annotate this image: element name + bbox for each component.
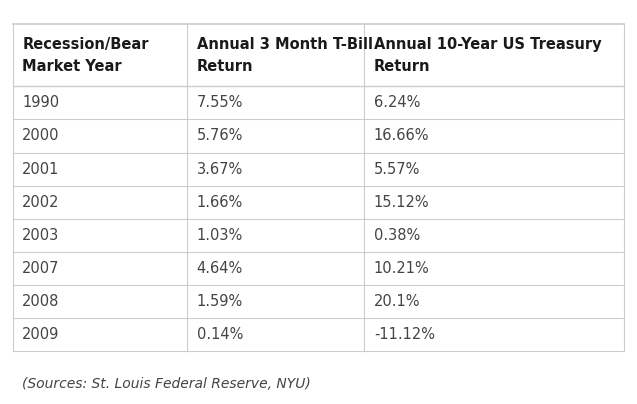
Text: 2002: 2002 bbox=[22, 195, 60, 210]
Text: Recession/Bear
Market Year: Recession/Bear Market Year bbox=[22, 37, 149, 74]
Text: 1990: 1990 bbox=[22, 95, 59, 110]
Bar bbox=[13, 24, 624, 86]
Text: 0.14%: 0.14% bbox=[197, 327, 243, 343]
Text: 3.67%: 3.67% bbox=[197, 162, 243, 177]
Text: 6.24%: 6.24% bbox=[374, 95, 420, 110]
Bar bbox=[13, 252, 624, 285]
Text: 4.64%: 4.64% bbox=[197, 261, 243, 276]
Text: 16.66%: 16.66% bbox=[374, 128, 429, 143]
Text: Annual 10-Year US Treasury
Return: Annual 10-Year US Treasury Return bbox=[374, 37, 601, 74]
Text: 20.1%: 20.1% bbox=[374, 294, 420, 309]
Text: 15.12%: 15.12% bbox=[374, 195, 429, 210]
Text: 1.03%: 1.03% bbox=[197, 228, 243, 243]
Text: 2001: 2001 bbox=[22, 162, 60, 177]
Text: (Sources: St. Louis Federal Reserve, NYU): (Sources: St. Louis Federal Reserve, NYU… bbox=[22, 377, 311, 391]
Text: Annual 3 Month T-Bill
Return: Annual 3 Month T-Bill Return bbox=[197, 37, 373, 74]
Bar bbox=[13, 219, 624, 252]
Bar bbox=[13, 318, 624, 351]
Bar bbox=[13, 186, 624, 219]
Bar bbox=[13, 86, 624, 120]
Text: 7.55%: 7.55% bbox=[197, 95, 243, 110]
Bar bbox=[13, 285, 624, 318]
Text: 1.59%: 1.59% bbox=[197, 294, 243, 309]
Text: 1.66%: 1.66% bbox=[197, 195, 243, 210]
Text: -11.12%: -11.12% bbox=[374, 327, 435, 343]
Text: 5.57%: 5.57% bbox=[374, 162, 420, 177]
Bar bbox=[13, 120, 624, 153]
Text: 2009: 2009 bbox=[22, 327, 60, 343]
Bar bbox=[13, 153, 624, 186]
Text: 0.38%: 0.38% bbox=[374, 228, 420, 243]
Text: 5.76%: 5.76% bbox=[197, 128, 243, 143]
Text: 2007: 2007 bbox=[22, 261, 60, 276]
Text: 10.21%: 10.21% bbox=[374, 261, 430, 276]
Text: 2000: 2000 bbox=[22, 128, 60, 143]
Text: 2003: 2003 bbox=[22, 228, 59, 243]
Text: 2008: 2008 bbox=[22, 294, 60, 309]
